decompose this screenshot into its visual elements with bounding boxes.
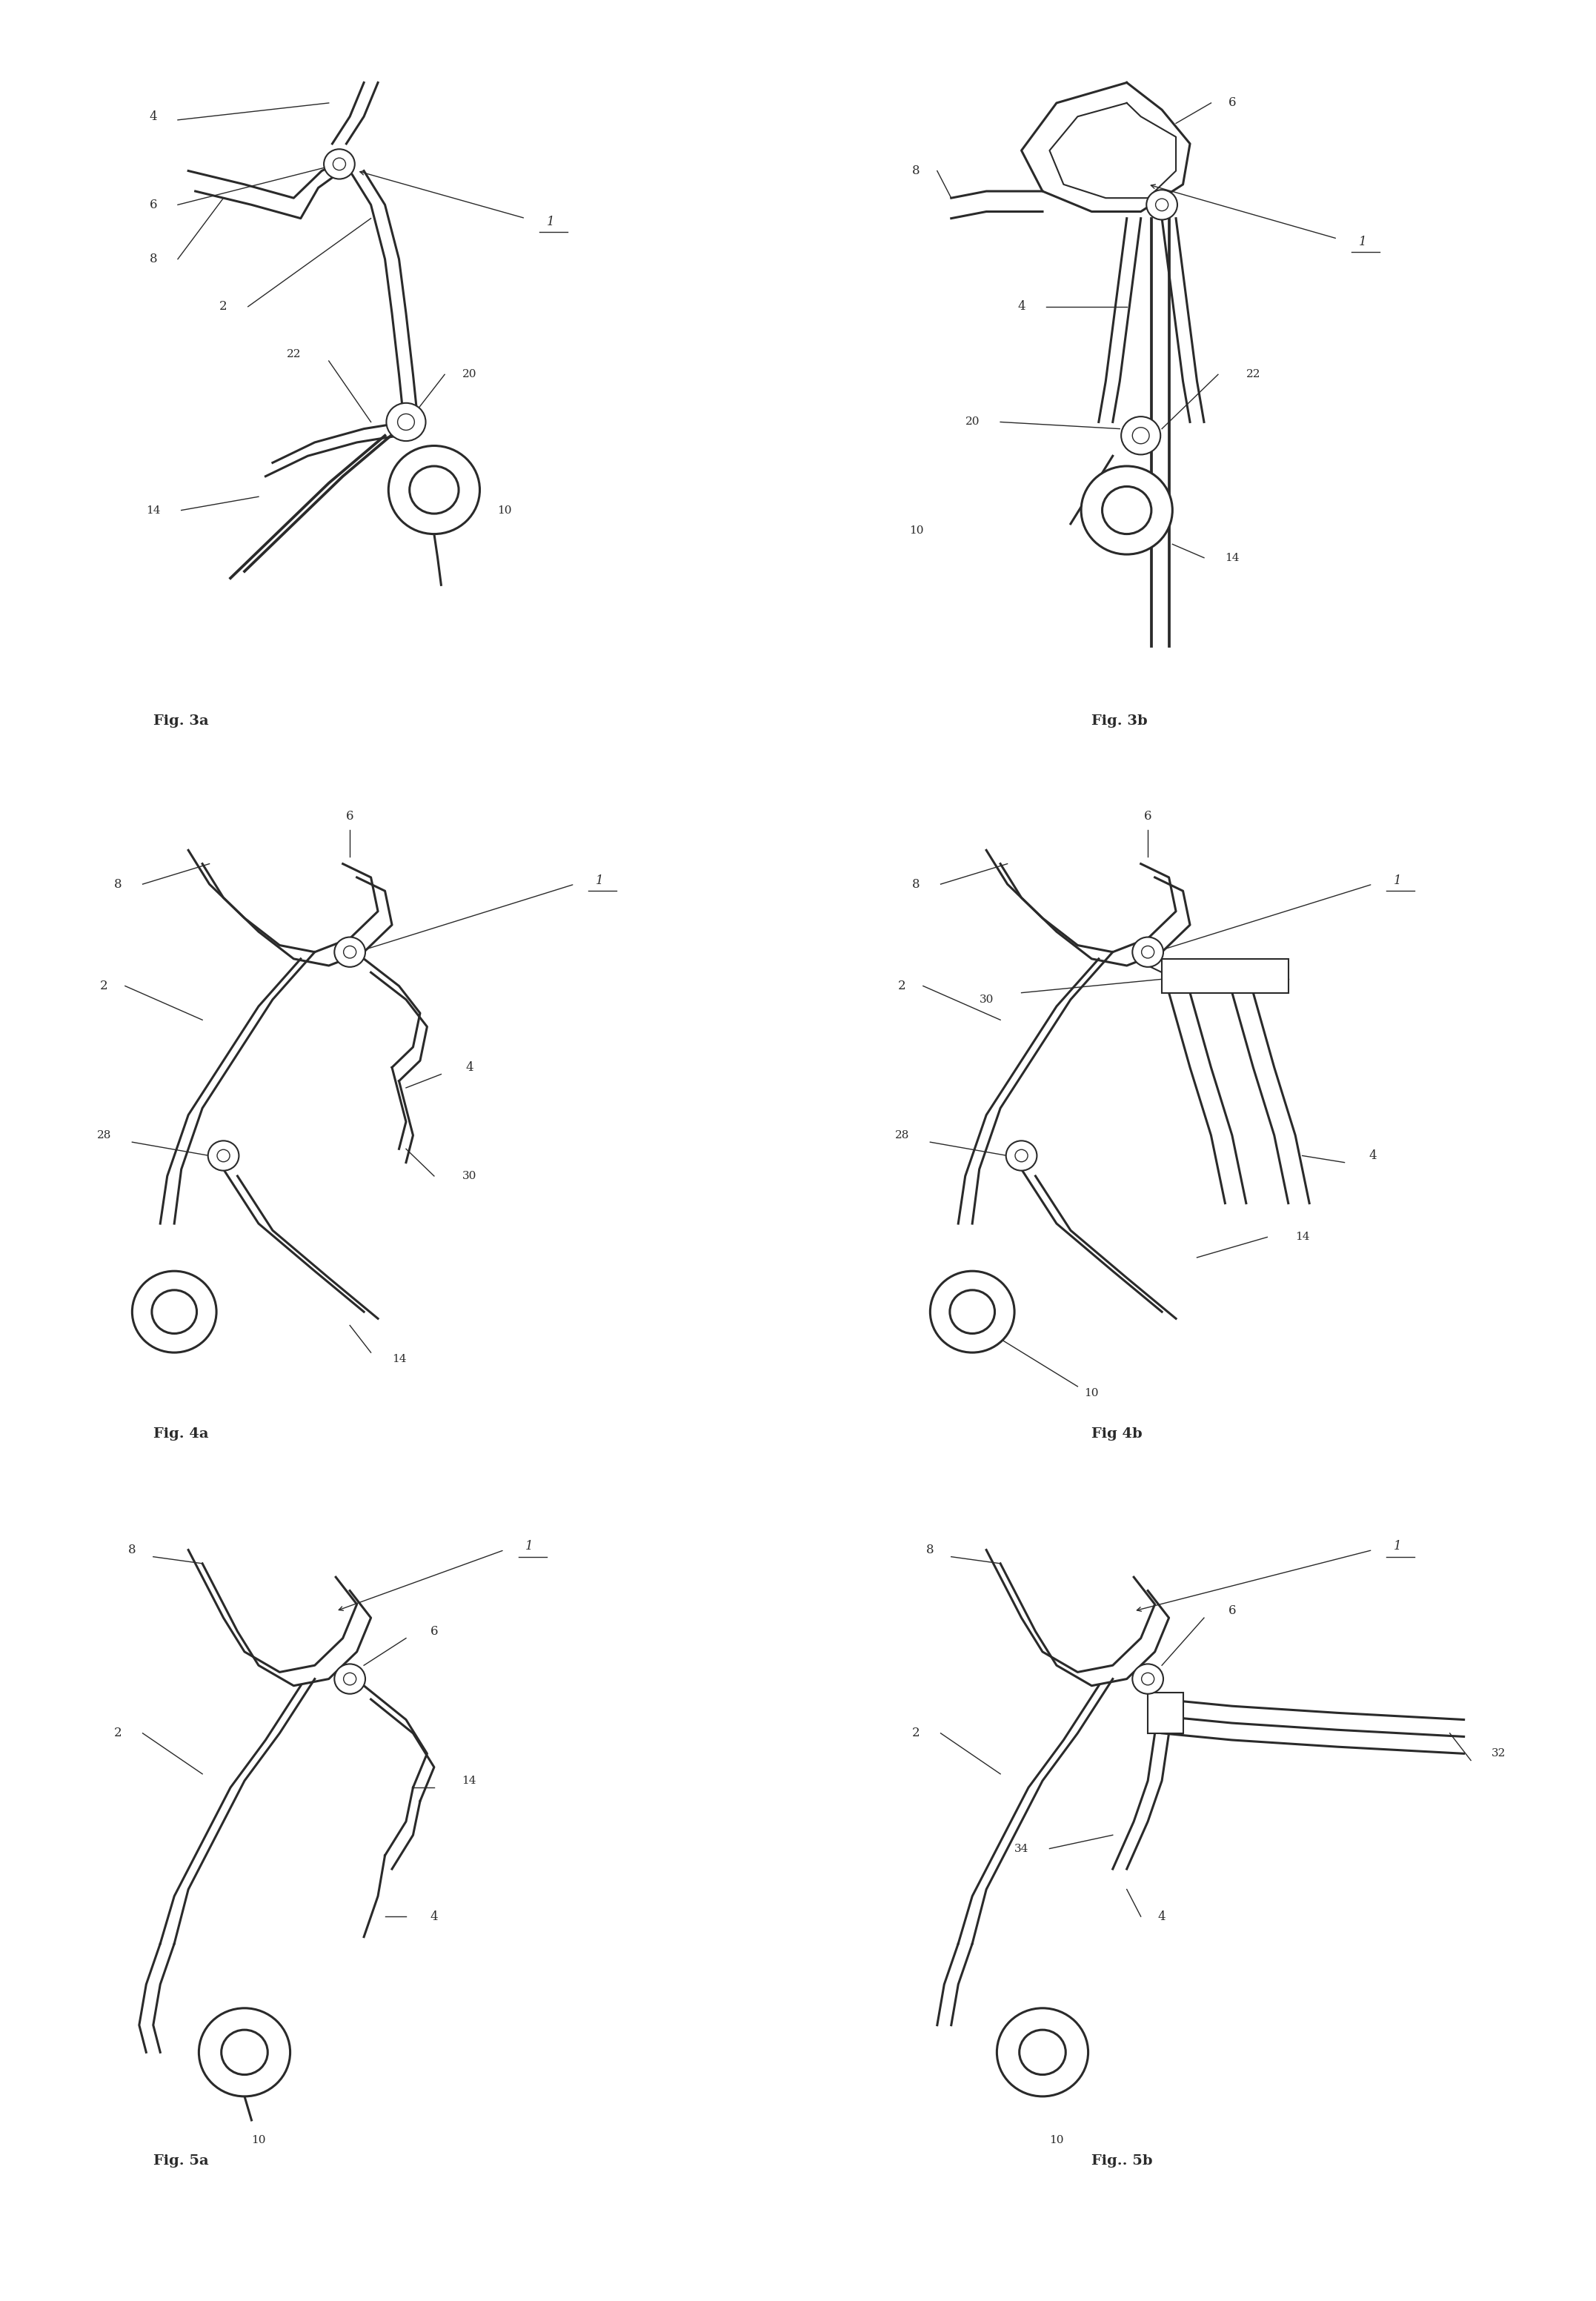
Text: 1: 1 [1393, 1539, 1401, 1553]
Circle shape [397, 414, 415, 430]
Text: 8: 8 [913, 166, 919, 177]
Circle shape [132, 1270, 217, 1353]
Text: 22: 22 [1246, 368, 1261, 380]
Text: 1: 1 [525, 1539, 533, 1553]
Circle shape [343, 1673, 356, 1684]
Circle shape [1103, 486, 1151, 534]
Text: Fig 4b: Fig 4b [1092, 1427, 1143, 1440]
Circle shape [950, 1291, 994, 1335]
Circle shape [1141, 1673, 1154, 1684]
Text: 30: 30 [980, 994, 993, 1006]
Text: 1: 1 [1393, 874, 1401, 888]
Text: 14: 14 [145, 504, 161, 515]
FancyBboxPatch shape [1148, 1694, 1183, 1733]
Text: 22: 22 [286, 350, 302, 359]
Text: 1: 1 [1358, 235, 1366, 249]
Text: 2: 2 [101, 980, 109, 992]
Circle shape [388, 446, 480, 534]
Text: 10: 10 [1084, 1388, 1100, 1399]
Text: 2: 2 [115, 1728, 121, 1740]
Text: 14: 14 [391, 1353, 407, 1364]
Text: 14: 14 [1224, 552, 1240, 564]
Text: 8: 8 [128, 1544, 136, 1555]
Text: 4: 4 [466, 1061, 472, 1075]
Circle shape [1120, 416, 1160, 456]
Text: 10: 10 [1049, 2135, 1065, 2147]
Text: Fig. 3a: Fig. 3a [153, 713, 209, 727]
Circle shape [930, 1270, 1015, 1353]
Text: 4: 4 [431, 1910, 437, 1924]
Circle shape [386, 403, 426, 442]
Text: 6: 6 [150, 198, 156, 212]
Circle shape [1141, 946, 1154, 957]
Circle shape [207, 1141, 239, 1171]
Circle shape [222, 2029, 268, 2076]
Text: 8: 8 [150, 253, 156, 265]
Circle shape [1133, 937, 1163, 966]
Text: 30: 30 [463, 1171, 476, 1180]
Circle shape [1133, 428, 1149, 444]
Text: 8: 8 [115, 879, 121, 890]
Text: Fig. 4a: Fig. 4a [153, 1427, 209, 1440]
Text: 8: 8 [926, 1544, 934, 1555]
Circle shape [217, 1150, 230, 1162]
Text: 14: 14 [1294, 1231, 1310, 1243]
Circle shape [343, 946, 356, 957]
Text: 14: 14 [461, 1776, 477, 1786]
Text: 10: 10 [496, 504, 512, 515]
Circle shape [335, 937, 365, 966]
Circle shape [1015, 1150, 1028, 1162]
Text: 28: 28 [97, 1130, 112, 1141]
Text: 34: 34 [1015, 1843, 1028, 1855]
Text: 4: 4 [1159, 1910, 1165, 1924]
Text: 1: 1 [595, 874, 603, 888]
Text: 10: 10 [908, 525, 924, 536]
Text: 6: 6 [346, 810, 354, 821]
Text: 6: 6 [431, 1625, 437, 1638]
Text: 8: 8 [913, 879, 919, 890]
Circle shape [1080, 467, 1173, 555]
Text: Fig. 3b: Fig. 3b [1092, 713, 1148, 727]
Circle shape [998, 2009, 1088, 2096]
Circle shape [200, 2009, 290, 2096]
Text: 4: 4 [150, 110, 156, 122]
Circle shape [1005, 1141, 1037, 1171]
Text: 2: 2 [220, 301, 227, 313]
Text: 2: 2 [913, 1728, 919, 1740]
Circle shape [334, 159, 346, 170]
Circle shape [1020, 2029, 1066, 2076]
Text: 28: 28 [895, 1130, 910, 1141]
Circle shape [410, 467, 458, 513]
Circle shape [324, 150, 354, 179]
Text: Fig. 5a: Fig. 5a [153, 2154, 209, 2168]
Circle shape [152, 1291, 196, 1335]
Text: Fig.. 5b: Fig.. 5b [1092, 2154, 1152, 2168]
Text: 10: 10 [251, 2135, 267, 2147]
Text: 2: 2 [899, 980, 907, 992]
Text: 6: 6 [1144, 810, 1152, 821]
Text: 1: 1 [546, 216, 554, 228]
Text: 4: 4 [1369, 1150, 1376, 1162]
Circle shape [1146, 191, 1178, 219]
Circle shape [1133, 1664, 1163, 1694]
Text: 20: 20 [966, 416, 980, 428]
Text: 32: 32 [1492, 1749, 1507, 1758]
Text: 20: 20 [461, 368, 477, 380]
FancyBboxPatch shape [1162, 960, 1288, 992]
Text: 4: 4 [1018, 301, 1025, 313]
Text: 6: 6 [1229, 97, 1235, 108]
Circle shape [335, 1664, 365, 1694]
Circle shape [1156, 198, 1168, 212]
Text: 6: 6 [1229, 1604, 1235, 1618]
